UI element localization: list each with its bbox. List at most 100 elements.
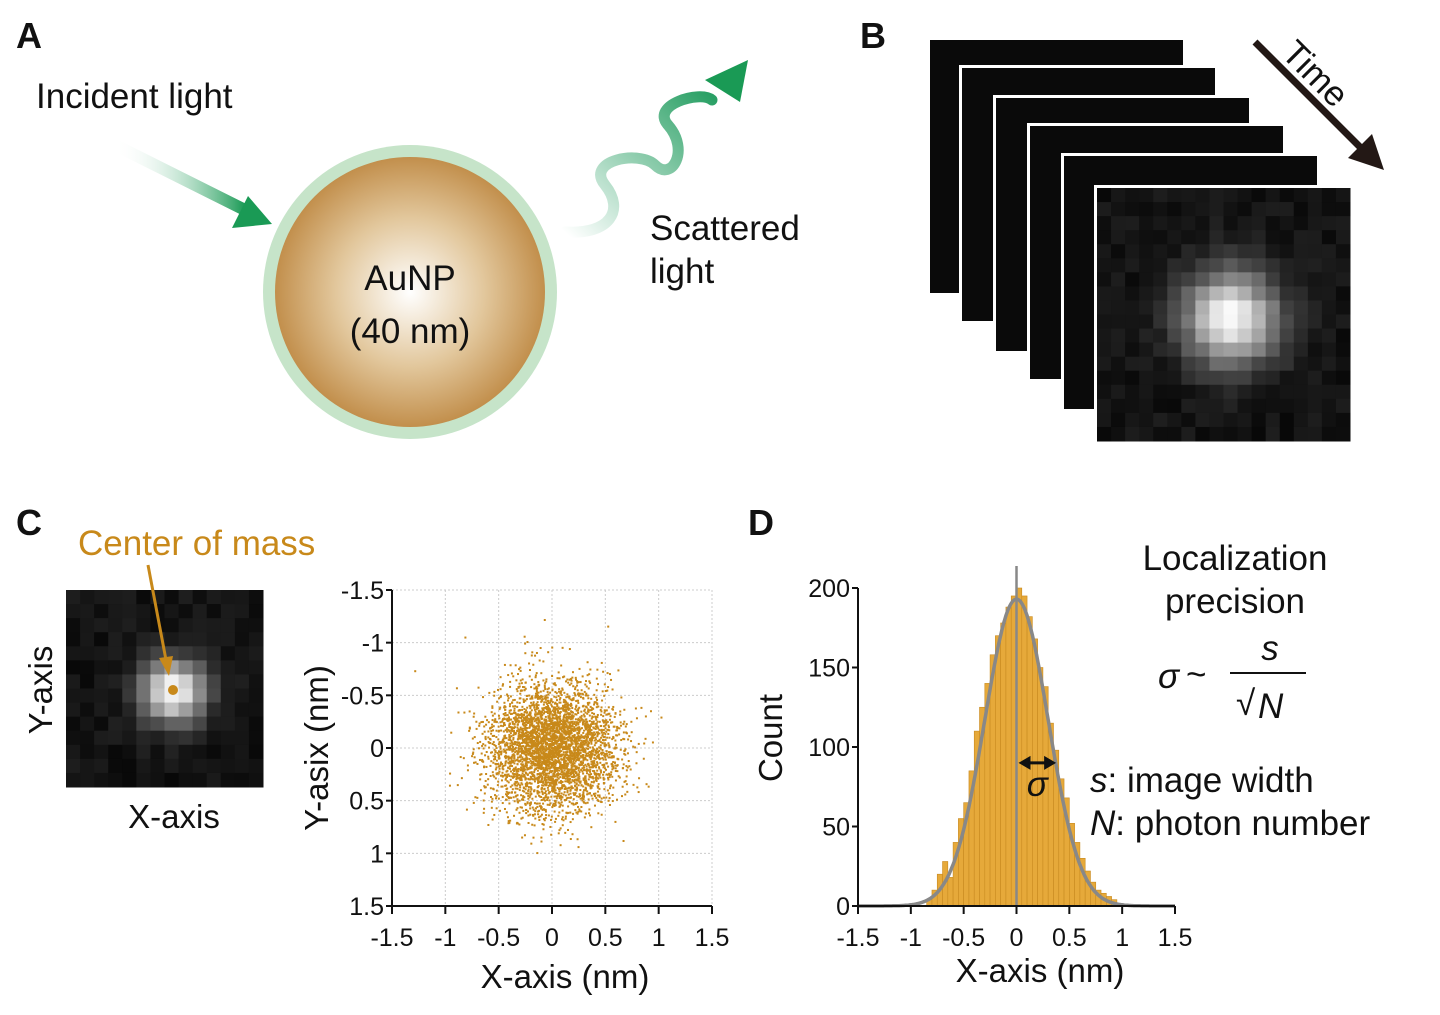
image-pixel <box>1335 384 1351 400</box>
image-pixel <box>1181 286 1196 301</box>
scatter-point <box>538 758 541 761</box>
scatter-point <box>525 755 528 758</box>
scatter-point <box>547 767 550 770</box>
scatter-point <box>589 681 592 684</box>
scatter-point <box>636 786 639 789</box>
image-pixel <box>1167 342 1182 358</box>
scatter-point <box>528 802 531 805</box>
scatter-point <box>538 719 541 722</box>
scatter-point <box>526 768 529 771</box>
scatter-point <box>541 733 544 736</box>
scatter-point <box>578 727 581 730</box>
scatter-point <box>576 812 579 815</box>
scatter-point <box>549 802 552 805</box>
scatter-point <box>532 808 535 811</box>
scatter-point <box>542 818 545 821</box>
image-pixel <box>1153 300 1168 315</box>
scatter-point <box>555 746 558 749</box>
scatter-point <box>561 726 564 729</box>
scatter-point <box>507 716 510 719</box>
scatter-point <box>538 760 541 763</box>
image-pixel <box>1335 286 1351 301</box>
scatter-point <box>527 789 530 792</box>
scatter-point <box>547 759 550 762</box>
scatter-point <box>512 773 515 776</box>
scatter-point <box>604 727 607 730</box>
scatter-point <box>570 775 573 778</box>
scatter-point <box>561 724 564 727</box>
scatter-point <box>525 698 528 701</box>
scatter-point <box>510 726 513 729</box>
scatter-point <box>550 776 553 779</box>
scatter-point <box>630 740 633 743</box>
scatter-point <box>547 763 550 766</box>
scatter-point <box>628 765 631 768</box>
scatter-point <box>527 750 530 753</box>
scatter-point <box>593 748 596 751</box>
image-pixel <box>108 618 123 633</box>
scatter-point <box>588 719 591 722</box>
scatter-point <box>512 759 515 762</box>
scatter-point <box>484 779 487 782</box>
scatter-point <box>518 682 521 685</box>
scatter-point <box>541 775 544 778</box>
scatter-point <box>506 755 509 758</box>
scatter-point <box>579 745 582 748</box>
image-pixel <box>248 632 264 647</box>
scatter-point <box>545 762 548 765</box>
image-pixel <box>122 772 137 788</box>
scatter-point <box>526 641 529 644</box>
scatter-point <box>544 790 547 793</box>
scatter-point <box>525 785 528 788</box>
scatter-point <box>588 750 591 753</box>
scatter-point <box>557 721 560 724</box>
image-pixel <box>1265 412 1281 428</box>
scatter-point <box>542 802 545 805</box>
scatter-point <box>582 768 585 771</box>
scatter-point <box>577 701 580 704</box>
image-pixel <box>80 604 95 619</box>
scatter-point <box>507 757 510 760</box>
scatter-point <box>523 721 526 724</box>
scatter-point <box>614 743 617 746</box>
scatter-point <box>585 783 588 786</box>
scatter-point <box>523 796 526 799</box>
scatter-point <box>546 786 549 789</box>
scatter-point <box>539 647 542 650</box>
scatter-point <box>535 739 538 742</box>
scatter-point <box>473 712 476 715</box>
scatter-point <box>567 787 570 790</box>
scatter-point <box>471 737 474 740</box>
image-pixel <box>220 730 236 746</box>
scatter-point <box>544 767 547 770</box>
scatter-point <box>544 715 547 718</box>
scatter-point <box>569 752 572 755</box>
scatter-point <box>552 802 555 805</box>
scatter-point <box>563 741 566 744</box>
scatter-point <box>505 718 508 721</box>
scatter-point <box>529 707 532 710</box>
scatter-point <box>414 670 417 673</box>
scatter-point <box>491 706 494 709</box>
scatter-point <box>611 775 614 778</box>
scatter-point <box>529 804 532 807</box>
scatter-point <box>565 797 568 800</box>
scatter-point <box>605 796 608 799</box>
image-pixel <box>1251 314 1267 330</box>
scatter-point <box>511 765 514 768</box>
image-pixel <box>1195 202 1210 217</box>
image-pixel <box>1237 398 1253 414</box>
scatter-point <box>589 814 592 817</box>
x-tick-label: -0.5 <box>477 924 520 952</box>
scatter-point <box>590 742 593 745</box>
scatter-point <box>526 744 529 747</box>
image-pixel <box>1139 356 1154 372</box>
scatter-point <box>595 722 598 725</box>
scatter-point <box>601 764 604 767</box>
image-pixel <box>1223 398 1239 414</box>
scatter-point <box>602 715 605 718</box>
scatter-point <box>609 715 612 718</box>
scatter-point <box>581 747 584 750</box>
scatter-point <box>561 781 564 784</box>
scatter-point <box>523 727 526 730</box>
